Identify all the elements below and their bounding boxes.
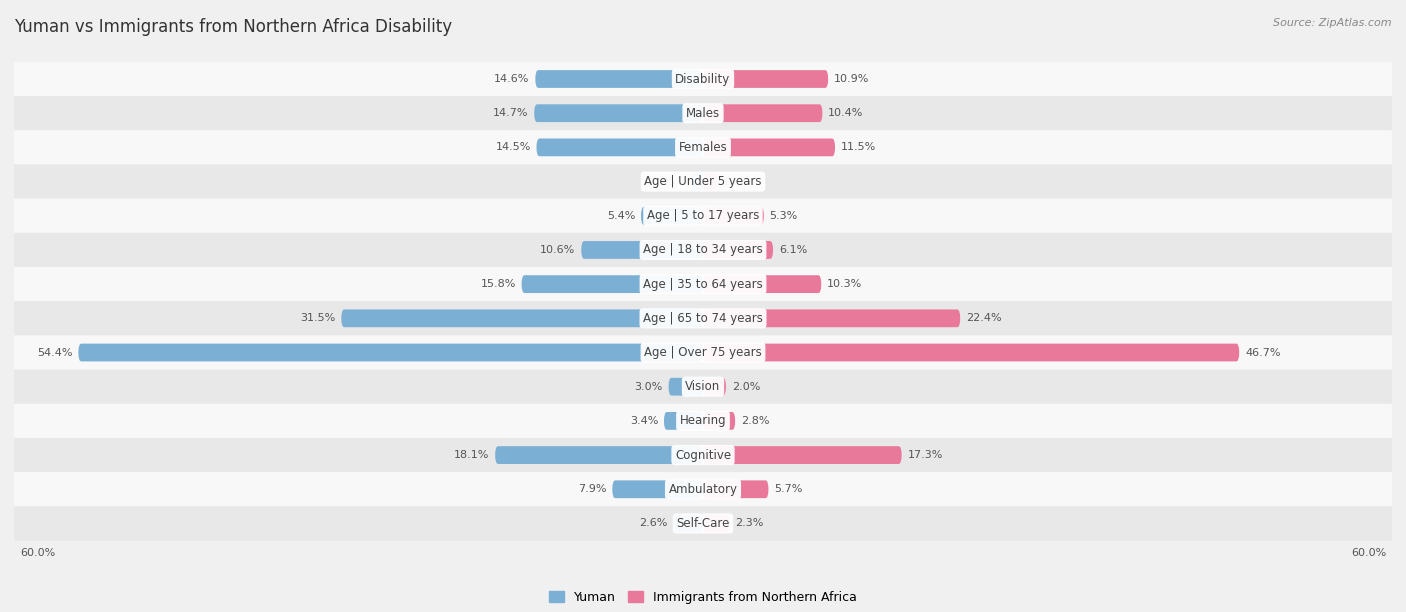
FancyBboxPatch shape	[703, 343, 1239, 362]
Text: 15.8%: 15.8%	[481, 279, 516, 289]
FancyBboxPatch shape	[537, 138, 703, 156]
FancyBboxPatch shape	[703, 412, 735, 430]
Text: Age | 35 to 64 years: Age | 35 to 64 years	[643, 278, 763, 291]
Text: 3.4%: 3.4%	[630, 416, 658, 426]
FancyBboxPatch shape	[673, 515, 703, 532]
FancyBboxPatch shape	[14, 335, 1392, 370]
FancyBboxPatch shape	[14, 165, 1392, 199]
FancyBboxPatch shape	[14, 404, 1392, 438]
FancyBboxPatch shape	[581, 241, 703, 259]
FancyBboxPatch shape	[79, 343, 703, 362]
FancyBboxPatch shape	[703, 275, 821, 293]
Text: 14.5%: 14.5%	[495, 143, 531, 152]
Text: 5.3%: 5.3%	[769, 211, 797, 221]
FancyBboxPatch shape	[703, 378, 725, 395]
FancyBboxPatch shape	[14, 62, 1392, 96]
Text: 2.3%: 2.3%	[735, 518, 763, 528]
Text: Self-Care: Self-Care	[676, 517, 730, 530]
FancyBboxPatch shape	[14, 301, 1392, 335]
Text: 60.0%: 60.0%	[20, 548, 55, 558]
Text: 54.4%: 54.4%	[37, 348, 73, 357]
Text: 11.5%: 11.5%	[841, 143, 876, 152]
Text: 60.0%: 60.0%	[1351, 548, 1386, 558]
FancyBboxPatch shape	[14, 472, 1392, 506]
FancyBboxPatch shape	[342, 310, 703, 327]
FancyBboxPatch shape	[14, 267, 1392, 301]
FancyBboxPatch shape	[703, 173, 717, 190]
FancyBboxPatch shape	[14, 438, 1392, 472]
Text: 5.7%: 5.7%	[775, 484, 803, 494]
FancyBboxPatch shape	[14, 199, 1392, 233]
Text: 22.4%: 22.4%	[966, 313, 1001, 323]
FancyBboxPatch shape	[14, 130, 1392, 165]
Text: Disability: Disability	[675, 72, 731, 86]
Text: Ambulatory: Ambulatory	[668, 483, 738, 496]
FancyBboxPatch shape	[14, 370, 1392, 404]
FancyBboxPatch shape	[669, 378, 703, 395]
Text: 10.3%: 10.3%	[827, 279, 862, 289]
Text: Age | Under 5 years: Age | Under 5 years	[644, 175, 762, 188]
FancyBboxPatch shape	[495, 446, 703, 464]
FancyBboxPatch shape	[703, 446, 901, 464]
FancyBboxPatch shape	[14, 96, 1392, 130]
FancyBboxPatch shape	[703, 104, 823, 122]
FancyBboxPatch shape	[703, 138, 835, 156]
Text: Yuman vs Immigrants from Northern Africa Disability: Yuman vs Immigrants from Northern Africa…	[14, 18, 453, 36]
FancyBboxPatch shape	[14, 506, 1392, 540]
Text: 2.8%: 2.8%	[741, 416, 769, 426]
FancyBboxPatch shape	[522, 275, 703, 293]
Text: 10.6%: 10.6%	[540, 245, 575, 255]
Text: 14.7%: 14.7%	[494, 108, 529, 118]
Text: 0.95%: 0.95%	[651, 177, 686, 187]
FancyBboxPatch shape	[703, 70, 828, 88]
Legend: Yuman, Immigrants from Northern Africa: Yuman, Immigrants from Northern Africa	[544, 586, 862, 609]
Text: Age | 65 to 74 years: Age | 65 to 74 years	[643, 312, 763, 325]
Text: 31.5%: 31.5%	[301, 313, 336, 323]
FancyBboxPatch shape	[641, 207, 703, 225]
Text: Hearing: Hearing	[679, 414, 727, 427]
FancyBboxPatch shape	[703, 480, 769, 498]
Text: Source: ZipAtlas.com: Source: ZipAtlas.com	[1274, 18, 1392, 28]
Text: Age | Over 75 years: Age | Over 75 years	[644, 346, 762, 359]
Text: Vision: Vision	[685, 380, 721, 393]
Text: 10.4%: 10.4%	[828, 108, 863, 118]
Text: 10.9%: 10.9%	[834, 74, 869, 84]
FancyBboxPatch shape	[612, 480, 703, 498]
FancyBboxPatch shape	[692, 173, 703, 190]
Text: 2.0%: 2.0%	[731, 382, 761, 392]
Text: 46.7%: 46.7%	[1244, 348, 1281, 357]
Text: Age | 5 to 17 years: Age | 5 to 17 years	[647, 209, 759, 222]
FancyBboxPatch shape	[534, 104, 703, 122]
Text: 1.2%: 1.2%	[723, 177, 751, 187]
Text: Age | 18 to 34 years: Age | 18 to 34 years	[643, 244, 763, 256]
FancyBboxPatch shape	[703, 515, 730, 532]
Text: 5.4%: 5.4%	[607, 211, 636, 221]
FancyBboxPatch shape	[664, 412, 703, 430]
FancyBboxPatch shape	[536, 70, 703, 88]
Text: Cognitive: Cognitive	[675, 449, 731, 461]
Text: 3.0%: 3.0%	[634, 382, 662, 392]
Text: 17.3%: 17.3%	[907, 450, 943, 460]
FancyBboxPatch shape	[14, 233, 1392, 267]
Text: Males: Males	[686, 106, 720, 120]
Text: 6.1%: 6.1%	[779, 245, 807, 255]
Text: 14.6%: 14.6%	[495, 74, 530, 84]
Text: 2.6%: 2.6%	[640, 518, 668, 528]
FancyBboxPatch shape	[703, 207, 763, 225]
FancyBboxPatch shape	[703, 310, 960, 327]
Text: 7.9%: 7.9%	[578, 484, 606, 494]
FancyBboxPatch shape	[703, 241, 773, 259]
Text: Females: Females	[679, 141, 727, 154]
Text: 18.1%: 18.1%	[454, 450, 489, 460]
